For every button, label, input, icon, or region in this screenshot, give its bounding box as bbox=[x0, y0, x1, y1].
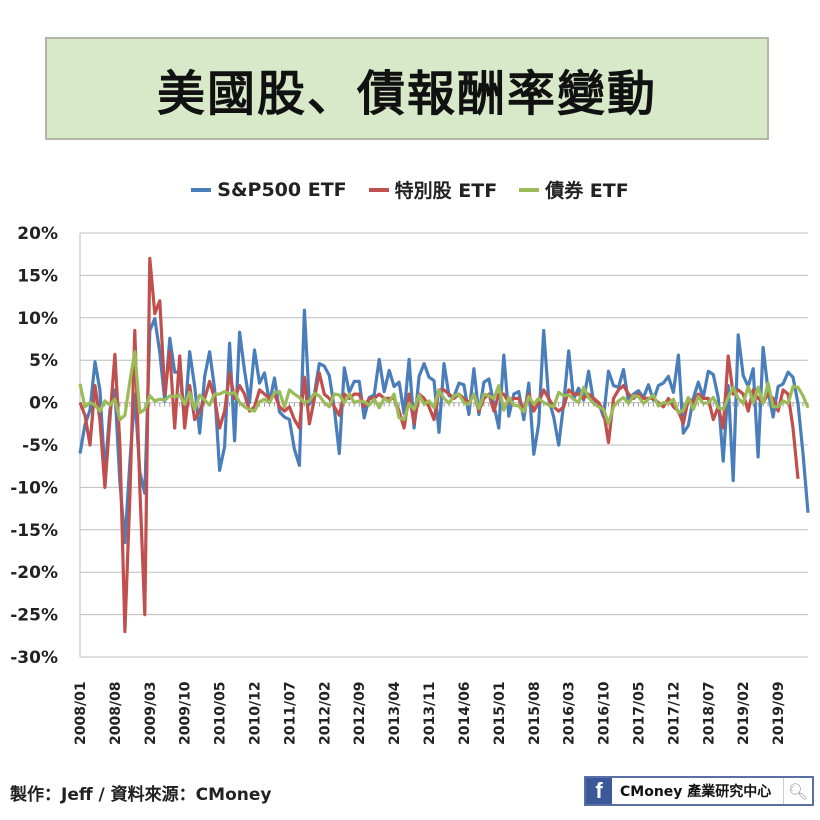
x-tick-label: 2015/01 bbox=[492, 681, 508, 745]
legend-label: S&P500 ETF bbox=[217, 178, 347, 201]
x-tick-label: 2009/10 bbox=[178, 681, 194, 745]
title-banner: 美國股、債報酬率變動 bbox=[45, 37, 769, 140]
y-tick-label: -30% bbox=[10, 648, 58, 668]
page-title: 美國股、債報酬率變動 bbox=[156, 65, 657, 122]
line-chart: 20% 15% 10% 5% 0% -5% -10% -15% -20% -25% -30% 2008… bbox=[10, 224, 810, 745]
source-credit: 製作：Jeff / 資料來源：CMoney bbox=[10, 785, 272, 805]
x-tick-label: 2008/08 bbox=[108, 681, 124, 745]
y-tick-label: -15% bbox=[10, 521, 58, 541]
facebook-icon: f bbox=[586, 778, 612, 804]
x-tick-label: 2019/02 bbox=[736, 681, 752, 745]
y-tick-label: 5% bbox=[29, 351, 58, 371]
y-tick-label: 0% bbox=[29, 394, 58, 414]
x-tick-label: 2011/07 bbox=[282, 681, 298, 745]
x-tick-label: 2012/02 bbox=[317, 681, 333, 745]
chart-legend: S&P500 ETF 特別股 ETF 債券 ETF bbox=[0, 176, 820, 203]
x-tick-label: 2019/09 bbox=[771, 681, 787, 745]
x-tick-label: 2016/10 bbox=[597, 681, 613, 745]
x-tick-label: 2018/07 bbox=[701, 681, 717, 745]
y-tick-label: -25% bbox=[10, 606, 58, 626]
legend-item: S&P500 ETF bbox=[191, 176, 347, 203]
x-tick-label: 2017/12 bbox=[666, 681, 682, 745]
x-tick-label: 2014/06 bbox=[457, 681, 473, 745]
y-tick-label: 15% bbox=[17, 266, 58, 286]
legend-swatch bbox=[368, 187, 389, 192]
x-tick-label: 2013/11 bbox=[422, 681, 438, 745]
x-tick-label: 2010/05 bbox=[213, 681, 229, 745]
x-tick-label: 2010/12 bbox=[248, 681, 264, 745]
legend-item: 債券 ETF bbox=[519, 176, 629, 203]
y-tick-label: 20% bbox=[17, 224, 58, 244]
y-tick-label: -10% bbox=[10, 478, 58, 498]
legend-swatch bbox=[519, 187, 540, 192]
legend-label: 特別股 ETF bbox=[394, 180, 498, 202]
legend-swatch bbox=[191, 187, 212, 192]
series-line-0 bbox=[78, 308, 810, 545]
x-tick-label: 2017/05 bbox=[631, 681, 647, 745]
brand-badge: f CMoney 產業研究中心 🔍︎ bbox=[584, 776, 814, 806]
x-tick-label: 2008/01 bbox=[73, 681, 89, 745]
x-tick-label: 2015/08 bbox=[527, 681, 543, 745]
x-tick-label: 2016/03 bbox=[562, 681, 578, 745]
series-line-2 bbox=[78, 350, 810, 426]
y-tick-label: 10% bbox=[17, 309, 58, 329]
x-tick-label: 2009/03 bbox=[143, 681, 159, 745]
y-tick-label: -5% bbox=[22, 436, 58, 456]
x-tick-label: 2012/09 bbox=[352, 681, 368, 745]
legend-label: 債券 ETF bbox=[545, 180, 629, 202]
search-icon: 🔍︎ bbox=[783, 778, 812, 804]
y-tick-label: -20% bbox=[10, 563, 58, 583]
x-tick-label: 2013/04 bbox=[387, 681, 403, 745]
legend-item: 特別股 ETF bbox=[368, 176, 498, 203]
brand-text: CMoney 產業研究中心 bbox=[620, 784, 772, 800]
